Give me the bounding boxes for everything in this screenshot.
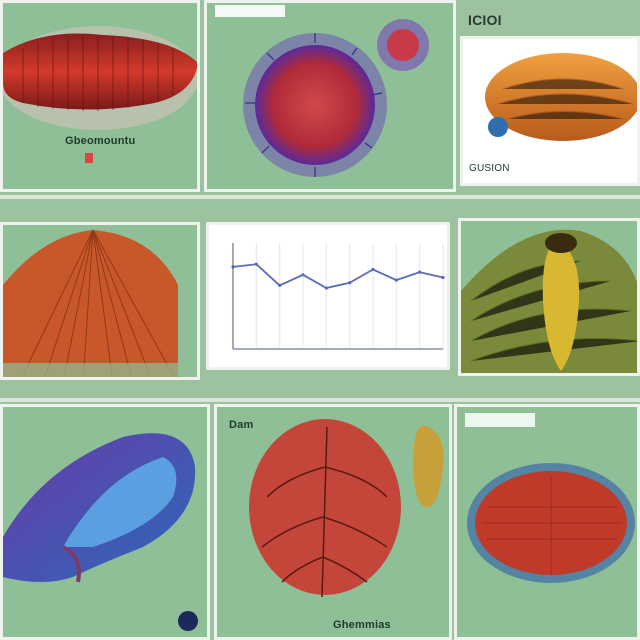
panel-round-specimen[interactable]: [204, 0, 456, 192]
red-specimen-illustration: [3, 26, 197, 163]
chart-point-7: [394, 278, 398, 282]
chart-point-4: [324, 286, 328, 290]
panel-blue-specimen[interactable]: [0, 404, 210, 640]
chart-point-9: [441, 275, 445, 280]
panel-1-label: Gbeomountu: [65, 135, 136, 147]
panel-8-label: Dam: [229, 419, 254, 431]
panel-line-chart[interactable]: [206, 222, 450, 370]
round-specimen-illustration: [215, 5, 429, 177]
veined-specimen-illustration: [249, 419, 444, 598]
panel-orange-specimen[interactable]: GUSION: [460, 36, 640, 186]
chart-point-8: [418, 270, 422, 274]
row-divider-top: [0, 195, 640, 199]
chart-point-6: [371, 267, 375, 272]
chart-point-5: [348, 281, 352, 285]
panel-red-specimen[interactable]: Gbeomountu: [0, 0, 200, 192]
panel-3-label: GUSION: [469, 163, 510, 174]
olive-specimen-illustration: [461, 229, 637, 373]
chart-point-3: [301, 273, 305, 277]
panel-olive-specimen[interactable]: [458, 218, 640, 376]
panel-oval-specimen[interactable]: [454, 404, 640, 640]
fibrous-specimen-illustration: [3, 229, 197, 377]
blue-specimen-illustration: [3, 433, 207, 637]
row-divider-bottom: [0, 398, 640, 402]
chart-series-line: [232, 263, 444, 290]
panel-8-caption: Ghemmias: [333, 619, 391, 631]
chart-point-1: [254, 262, 258, 266]
oval-specimen-illustration: [465, 413, 635, 583]
line-chart: [231, 243, 445, 350]
panel-veined-specimen[interactable]: Dam Ghemmias: [214, 404, 452, 640]
chart-point-2: [278, 283, 282, 287]
panel-fibrous-specimen[interactable]: [0, 222, 200, 380]
panel-3-corner: ICIOI: [468, 12, 502, 28]
orange-specimen-illustration: [485, 53, 637, 141]
